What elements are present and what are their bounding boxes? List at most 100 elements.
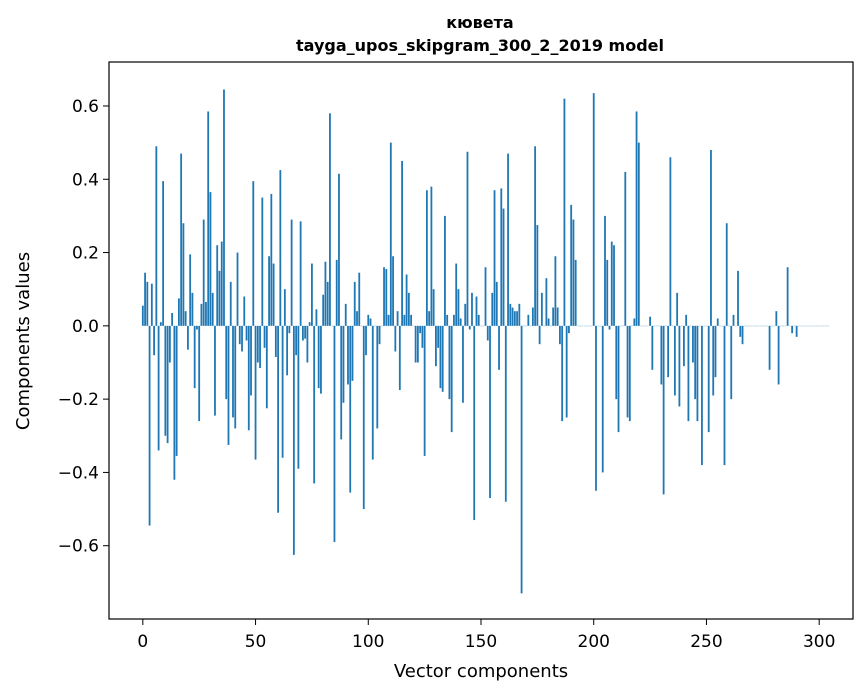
bar-265 — [739, 325, 742, 337]
bar-101 — [369, 318, 372, 326]
bar-142 — [462, 325, 464, 403]
bar-248 — [701, 325, 703, 466]
bar-234 — [669, 157, 672, 326]
bar-200 — [592, 93, 595, 326]
bar-134 — [444, 215, 446, 326]
plot-frame — [108, 61, 854, 620]
bar-74 — [308, 322, 311, 326]
y-tick-label: −0.6 — [58, 537, 99, 557]
bar-242 — [687, 325, 690, 422]
bar-259 — [725, 223, 728, 326]
bar-39 — [229, 281, 232, 326]
bar-171 — [527, 314, 530, 326]
bar-15 — [175, 325, 178, 456]
bar-168 — [520, 325, 523, 594]
bar-68 — [295, 325, 298, 356]
bar-182 — [552, 307, 555, 326]
bar-5 — [153, 325, 155, 356]
bar-184 — [556, 307, 559, 326]
bar-19 — [184, 311, 187, 326]
bar-113 — [396, 311, 399, 326]
bar-108 — [385, 269, 388, 326]
bar-98 — [362, 325, 365, 510]
bar-201 — [595, 325, 597, 491]
bar-34 — [218, 270, 221, 326]
bar-162 — [507, 153, 509, 326]
bar-123 — [419, 325, 422, 334]
bar-255 — [716, 318, 719, 326]
bar-70 — [299, 221, 302, 326]
bar-50 — [254, 325, 257, 460]
bar-187 — [563, 98, 566, 326]
x-axis: 0 50 100 150 200 250 300 — [137, 619, 835, 652]
bar-180 — [547, 318, 550, 326]
bar-136 — [448, 325, 451, 400]
bar-189 — [568, 325, 570, 334]
bar-2 — [146, 281, 149, 326]
bar-176 — [538, 325, 541, 345]
bar-61 — [279, 170, 282, 326]
bar-83 — [329, 113, 331, 326]
bar-219 — [635, 111, 638, 326]
bar-154 — [489, 325, 491, 499]
bar-85 — [333, 325, 336, 543]
bar-13 — [171, 313, 174, 326]
y-tick-label: −0.4 — [58, 463, 99, 483]
bar-188 — [565, 325, 568, 418]
bar-22 — [191, 292, 194, 326]
bar-124 — [421, 325, 424, 348]
bar-92 — [349, 325, 352, 493]
bar-6 — [155, 146, 158, 326]
bar-207 — [608, 325, 611, 330]
bar-137 — [450, 325, 453, 433]
bar-118 — [407, 292, 410, 326]
bar-240 — [683, 325, 685, 367]
x-tick-label: 250 — [690, 632, 722, 652]
x-tick-label: 300 — [803, 632, 835, 652]
bar-99 — [365, 325, 367, 356]
bar-64 — [286, 325, 289, 376]
bar-60 — [277, 325, 279, 513]
bar-36 — [223, 89, 225, 326]
bar-237 — [676, 292, 679, 326]
bar-254 — [714, 325, 717, 378]
bar-9 — [162, 181, 165, 326]
bar-107 — [383, 267, 385, 326]
bar-55 — [265, 325, 268, 409]
bar-226 — [651, 325, 654, 370]
bar-220 — [637, 142, 640, 326]
bar-125 — [423, 325, 426, 456]
bar-89 — [342, 325, 345, 403]
bar-165 — [513, 311, 516, 326]
bar-218 — [633, 318, 636, 326]
bar-153 — [486, 325, 489, 341]
y-tick-label: 0.6 — [72, 97, 99, 117]
bar-139 — [455, 263, 458, 326]
bar-233 — [667, 325, 670, 378]
bar-38 — [227, 325, 230, 445]
bar-94 — [353, 281, 356, 326]
bar-278 — [768, 325, 771, 370]
bar-16 — [177, 298, 180, 326]
bar-18 — [182, 223, 185, 326]
x-tick-label: 150 — [465, 632, 497, 652]
bar-104 — [376, 325, 379, 429]
bar-0 — [141, 305, 144, 326]
y-axis-label: Components values — [13, 252, 34, 430]
bar-105 — [378, 325, 381, 345]
bar-173 — [531, 307, 534, 326]
bar-174 — [534, 146, 537, 326]
bar-164 — [511, 307, 514, 326]
bar-133 — [441, 325, 444, 392]
bar-183 — [554, 256, 557, 326]
bar-100 — [367, 314, 370, 326]
bar-20 — [187, 325, 189, 350]
bar-129 — [432, 289, 435, 326]
bar-177 — [540, 292, 543, 326]
bar-258 — [723, 325, 726, 466]
bar-261 — [730, 325, 733, 400]
bar-143 — [464, 303, 467, 326]
bar-135 — [446, 314, 449, 326]
bar-147 — [473, 325, 476, 521]
bar-230 — [660, 325, 663, 385]
